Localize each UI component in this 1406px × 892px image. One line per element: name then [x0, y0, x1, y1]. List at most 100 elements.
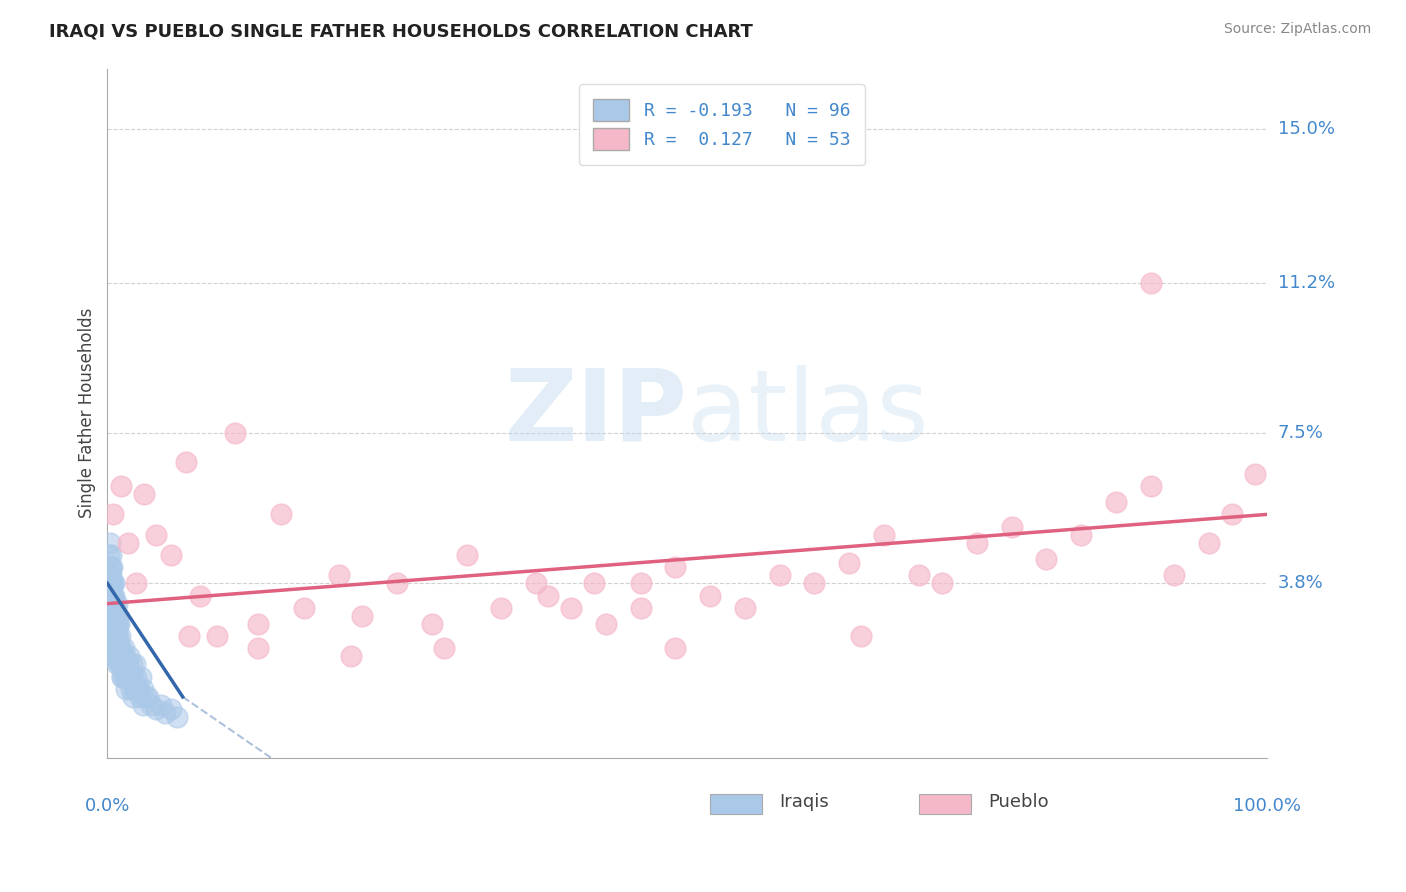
- Text: 100.0%: 100.0%: [1233, 797, 1301, 814]
- Point: [101, 629, 124, 643]
- Point: [115, 657, 138, 672]
- Point: [136, 690, 159, 704]
- Point: [103, 621, 125, 635]
- Point: [385, 576, 408, 591]
- Point: [98, 536, 121, 550]
- Point: [97, 608, 120, 623]
- Point: [98, 560, 121, 574]
- Point: [699, 589, 721, 603]
- Point: [134, 487, 156, 501]
- Point: [1163, 568, 1185, 582]
- Point: [270, 508, 292, 522]
- Point: [111, 649, 134, 664]
- Point: [120, 681, 142, 696]
- Point: [115, 670, 138, 684]
- Point: [108, 641, 131, 656]
- Point: [97, 589, 120, 603]
- Point: [145, 527, 167, 541]
- Point: [491, 600, 513, 615]
- Point: [101, 508, 124, 522]
- Point: [135, 690, 157, 704]
- Point: [97, 629, 120, 643]
- Point: [108, 649, 131, 664]
- Point: [145, 702, 167, 716]
- Text: 3.8%: 3.8%: [1278, 574, 1323, 592]
- Point: [98, 600, 121, 615]
- Point: [803, 576, 825, 591]
- Point: [630, 600, 652, 615]
- Point: [1105, 495, 1128, 509]
- Point: [101, 649, 124, 664]
- Point: [101, 597, 124, 611]
- Point: [114, 670, 136, 684]
- Point: [177, 629, 200, 643]
- Point: [560, 600, 582, 615]
- Point: [966, 536, 988, 550]
- Point: [537, 589, 560, 603]
- Point: [107, 616, 129, 631]
- Point: [108, 616, 131, 631]
- Point: [1139, 277, 1161, 291]
- Point: [207, 629, 229, 643]
- Legend: R = -0.193   N = 96, R =  0.127   N = 53: R = -0.193 N = 96, R = 0.127 N = 53: [579, 85, 865, 165]
- Point: [160, 702, 183, 716]
- Point: [1035, 552, 1057, 566]
- Point: [103, 641, 125, 656]
- Point: [101, 641, 124, 656]
- Text: 0.0%: 0.0%: [84, 797, 131, 814]
- Point: [100, 568, 122, 582]
- Point: [100, 629, 122, 643]
- Point: [100, 608, 122, 623]
- Point: [101, 616, 124, 631]
- Point: [107, 649, 129, 664]
- Point: [103, 608, 125, 623]
- Point: [849, 629, 872, 643]
- Point: [105, 616, 128, 631]
- Point: [1244, 467, 1267, 481]
- Point: [155, 706, 177, 720]
- Point: [101, 576, 124, 591]
- Point: [98, 568, 121, 582]
- Point: [115, 681, 138, 696]
- Point: [664, 560, 686, 574]
- Point: [117, 657, 139, 672]
- Point: [121, 657, 143, 672]
- Point: [108, 649, 131, 664]
- Point: [108, 629, 131, 643]
- Point: [188, 589, 211, 603]
- Point: [112, 641, 135, 656]
- Point: [100, 560, 122, 574]
- Point: [100, 589, 122, 603]
- Point: [98, 576, 121, 591]
- Point: [114, 649, 136, 664]
- Point: [524, 576, 547, 591]
- Point: [100, 548, 122, 562]
- Point: [104, 608, 127, 623]
- Point: [247, 616, 270, 631]
- Point: [873, 527, 896, 541]
- Point: [101, 576, 124, 591]
- Point: [110, 657, 132, 672]
- Y-axis label: Single Father Households: Single Father Households: [79, 308, 96, 518]
- Point: [125, 681, 148, 696]
- Point: [132, 698, 155, 712]
- Point: [160, 548, 183, 562]
- Text: 15.0%: 15.0%: [1278, 120, 1334, 138]
- Point: [224, 426, 246, 441]
- Point: [352, 608, 374, 623]
- Point: [1220, 508, 1243, 522]
- Point: [124, 657, 146, 672]
- Point: [247, 641, 270, 656]
- Point: [111, 670, 134, 684]
- Point: [120, 670, 142, 684]
- Point: [105, 641, 128, 656]
- Point: [114, 670, 136, 684]
- Point: [108, 657, 131, 672]
- Point: [328, 568, 350, 582]
- Point: [432, 641, 454, 656]
- Point: [110, 641, 132, 656]
- Text: atlas: atlas: [688, 365, 928, 461]
- Point: [101, 600, 124, 615]
- Point: [125, 576, 148, 591]
- Point: [101, 576, 124, 591]
